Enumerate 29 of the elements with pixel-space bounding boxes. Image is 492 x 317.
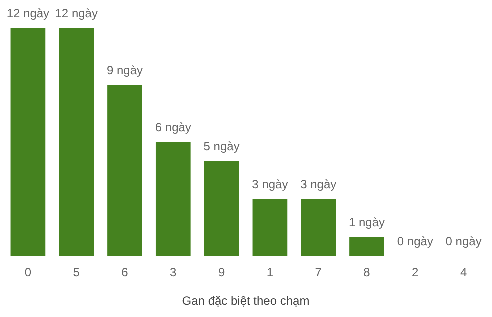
data-label: 12 ngày [55, 6, 98, 20]
bar [10, 28, 46, 256]
bar [59, 28, 94, 256]
bar [156, 142, 191, 256]
bar [301, 199, 336, 256]
data-label: 5 ngày [204, 139, 240, 154]
x-tick-label: 3 [170, 266, 178, 280]
x-tick-label: 9 [218, 266, 226, 280]
data-label: 3 ngày [252, 177, 288, 192]
bar [108, 85, 142, 256]
x-tick-label: 2 [412, 266, 420, 280]
data-label: 6 ngày [155, 120, 192, 134]
data-label: 0 ngày [446, 234, 482, 249]
x-tick-label: 6 [122, 266, 129, 280]
data-label: 9 ngày [106, 63, 144, 78]
x-tick-label: 5 [73, 266, 80, 280]
x-tick-label: 7 [315, 266, 322, 280]
data-label: 3 ngày [300, 177, 337, 192]
data-label: 0 ngày [397, 234, 434, 249]
x-tick-label: 8 [364, 266, 371, 280]
x-tick-label: 1 [266, 266, 274, 280]
x-axis-title: Gan đặc biệt theo chạm [182, 294, 310, 308]
data-label: 12 ngày [6, 6, 50, 20]
x-tick-label: 0 [24, 266, 32, 280]
x-tick-label: 4 [460, 266, 468, 280]
bar [350, 237, 384, 256]
bar [204, 161, 240, 256]
data-label: 1 ngày [348, 215, 386, 230]
bar [252, 199, 288, 256]
